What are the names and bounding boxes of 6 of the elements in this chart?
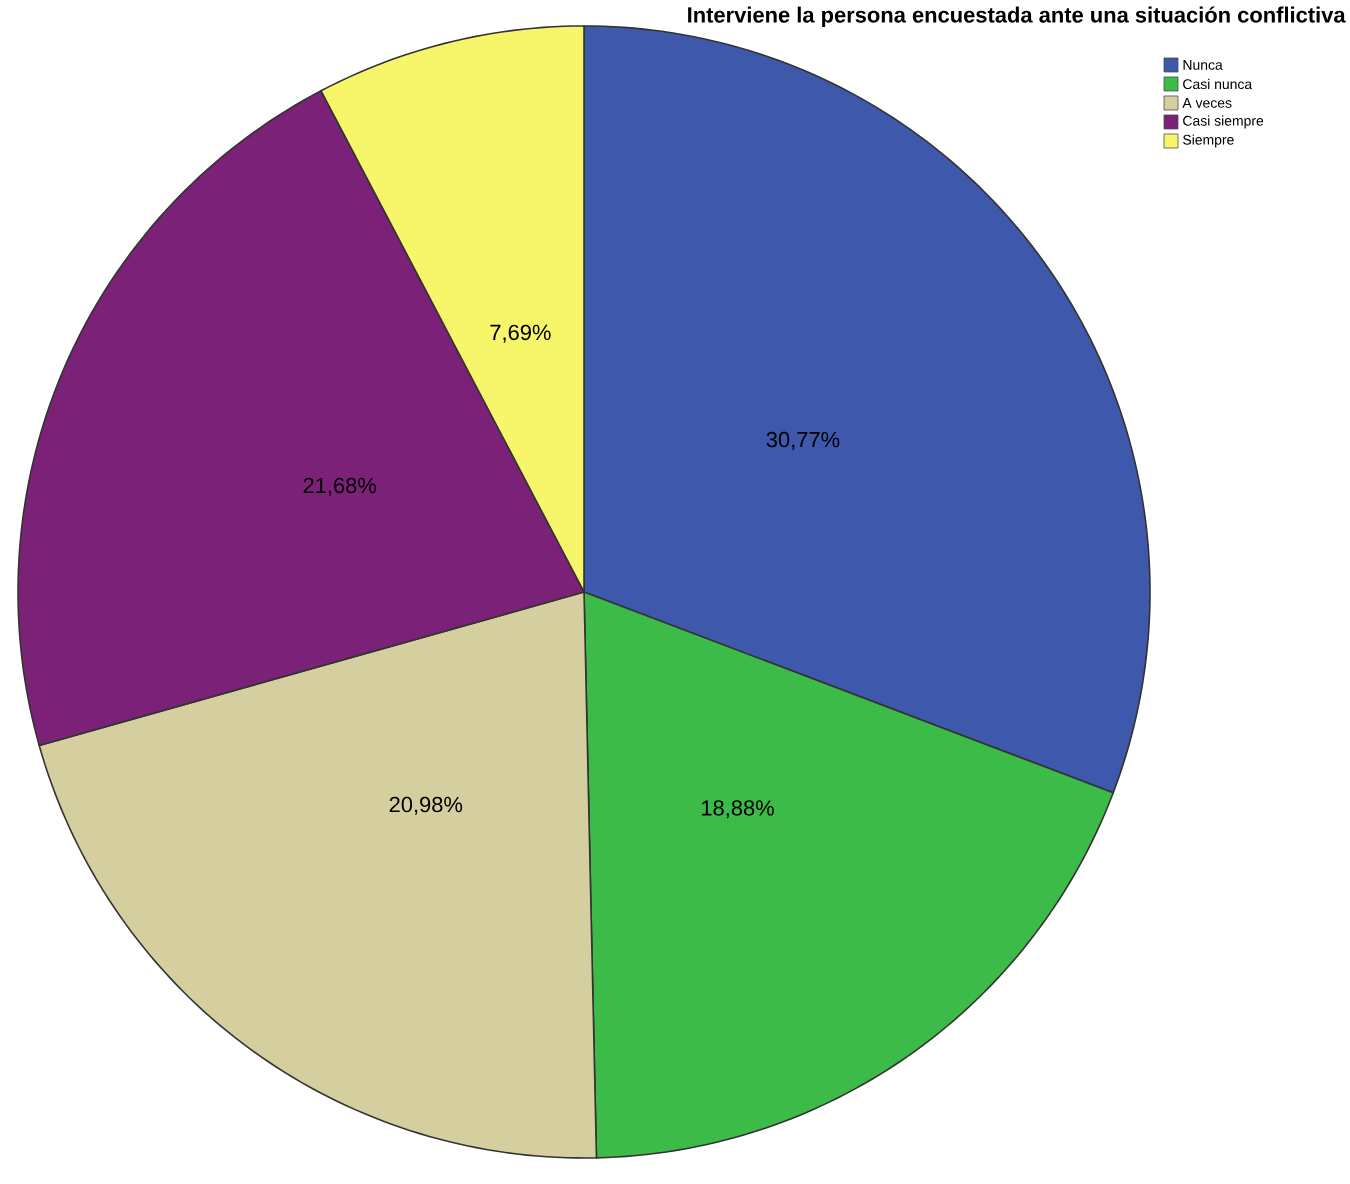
data-label: 7,69% xyxy=(490,324,551,343)
chart-title: Interviene la persona encuestada ante una situación conflictiva xyxy=(688,6,1346,27)
data-label: 18,88% xyxy=(702,800,774,819)
data-label: 20,98% xyxy=(389,796,463,815)
data-label: 30,77% xyxy=(766,431,840,450)
data-label: 21,68% xyxy=(303,477,377,496)
